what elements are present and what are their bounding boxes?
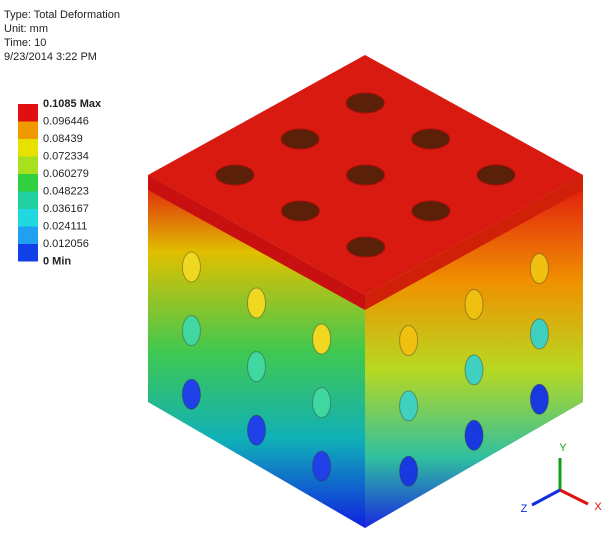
top-edge: [148, 175, 365, 310]
hole: [247, 414, 266, 446]
legend: 0.1085 Max 0.096446 0.08439 0.072334 0.06027…: [18, 98, 102, 267]
legend-swatch: [18, 244, 38, 262]
hole: [399, 455, 419, 487]
legend-swatch: [18, 174, 38, 192]
z-axis-arrow: [531, 488, 561, 507]
hole: [476, 164, 516, 186]
header: Type: Total Deformation Unit: mm Time: 10 9…: [4, 9, 120, 63]
x-axis-label: X: [594, 501, 602, 513]
right-face: [365, 175, 583, 528]
hole: [312, 323, 332, 355]
hole: [181, 378, 201, 410]
hole: [529, 383, 549, 415]
hole: [247, 287, 266, 319]
hole: [181, 251, 201, 283]
legend-swatch: [18, 121, 38, 139]
hole: [411, 200, 451, 222]
hole: [280, 200, 320, 222]
legend-swatch: [18, 226, 38, 244]
left-face: [148, 175, 365, 528]
info-line: Unit: mm: [4, 23, 48, 35]
hole: [529, 318, 549, 350]
legend-swatch: [18, 156, 38, 174]
axis-triad: Y X Z: [521, 442, 603, 515]
hole: [215, 164, 255, 186]
hole: [529, 253, 549, 284]
hole: [312, 387, 332, 419]
hole: [464, 354, 484, 386]
hole: [346, 236, 386, 258]
hole: [399, 390, 419, 422]
hole: [464, 419, 484, 451]
legend-label: 0.024111: [43, 220, 87, 232]
legend-label: 0.036167: [43, 203, 89, 215]
hole: [247, 351, 266, 383]
cube-model: [148, 55, 583, 528]
hole: [345, 92, 385, 114]
hole: [181, 315, 201, 347]
legend-swatch: [18, 139, 38, 157]
legend-label: 0.012056: [43, 238, 89, 250]
hole: [280, 128, 320, 150]
info-line: Type: Total Deformation: [4, 9, 120, 21]
y-axis-label: Y: [559, 442, 567, 454]
z-axis-label: Z: [521, 503, 528, 515]
legend-swatch: [18, 191, 38, 209]
info-line: 9/23/2014 3:22 PM: [4, 51, 97, 63]
legend-label: 0 Min: [43, 255, 71, 267]
hole: [312, 450, 332, 482]
legend-label: 0.096446: [43, 115, 89, 127]
x-axis-arrow: [559, 488, 589, 506]
legend-label: 0.060279: [43, 168, 89, 180]
hole: [399, 325, 419, 356]
legend-swatch: [18, 104, 38, 122]
legend-label: 0.072334: [43, 150, 89, 162]
top-edge: [365, 175, 583, 310]
hole: [464, 289, 484, 320]
hole: [411, 128, 451, 150]
hole: [346, 164, 385, 186]
legend-label: 0.08439: [43, 133, 83, 145]
legend-swatch: [18, 209, 38, 227]
info-line: Time: 10: [4, 37, 46, 49]
legend-label: 0.048223: [43, 185, 89, 197]
legend-label: 0.1085 Max: [43, 98, 102, 110]
